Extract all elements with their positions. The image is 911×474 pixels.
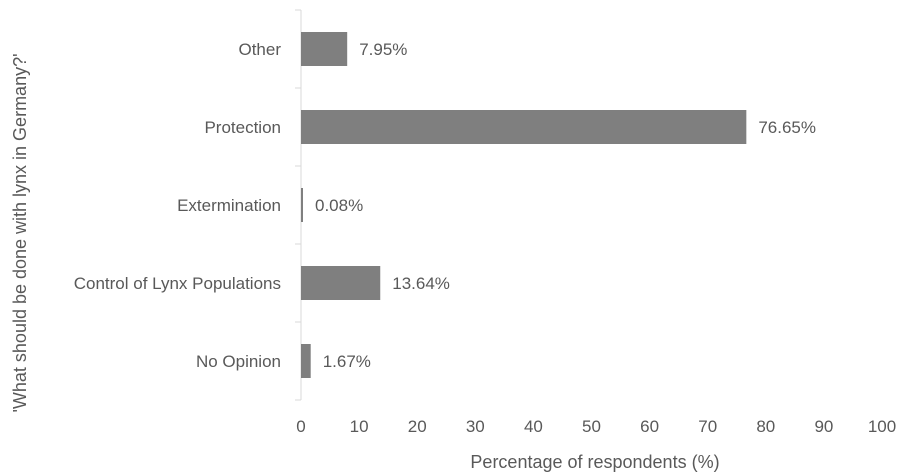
- bar: [301, 110, 747, 144]
- x-axis-title: Percentage of respondents (%): [470, 452, 719, 472]
- x-tick-label: 80: [756, 417, 775, 436]
- x-tick-label: 70: [698, 417, 717, 436]
- data-label: 0.08%: [315, 196, 363, 215]
- bar: [301, 266, 381, 300]
- plot-area: Other 7.95% Protection 76.65% Extermination 0…: [74, 9, 896, 436]
- x-tick-label: 0: [296, 417, 305, 436]
- bar: [301, 188, 303, 222]
- data-label: 76.65%: [758, 118, 816, 137]
- x-tick-label: 90: [814, 417, 833, 436]
- x-tick-label: 30: [466, 417, 485, 436]
- y-axis-title: 'What should be done with lynx in German…: [10, 53, 30, 412]
- x-tick-label: 40: [524, 417, 543, 436]
- category-label: Extermination: [177, 196, 281, 215]
- data-label: 1.67%: [323, 352, 371, 371]
- category-label: Protection: [204, 118, 281, 137]
- data-label: 7.95%: [359, 40, 407, 59]
- category-label: Other: [238, 40, 281, 59]
- x-tick-label: 60: [640, 417, 659, 436]
- x-tick-label: 20: [408, 417, 427, 436]
- category-label: Control of Lynx Populations: [74, 274, 281, 293]
- bar: [301, 344, 311, 378]
- data-label: 13.64%: [392, 274, 450, 293]
- x-tick-label: 50: [582, 417, 601, 436]
- x-tick-label: 10: [350, 417, 369, 436]
- x-tick-label: 100: [868, 417, 896, 436]
- category-label: No Opinion: [196, 352, 281, 371]
- bar: [301, 32, 348, 66]
